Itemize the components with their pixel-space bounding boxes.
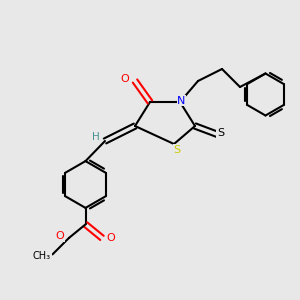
- Text: O: O: [56, 231, 64, 242]
- Text: N: N: [177, 95, 186, 106]
- Text: H: H: [92, 131, 100, 142]
- Text: S: S: [173, 145, 181, 155]
- Text: O: O: [120, 74, 129, 85]
- Text: CH₃: CH₃: [33, 251, 51, 261]
- Text: O: O: [106, 233, 116, 243]
- Text: S: S: [217, 128, 224, 139]
